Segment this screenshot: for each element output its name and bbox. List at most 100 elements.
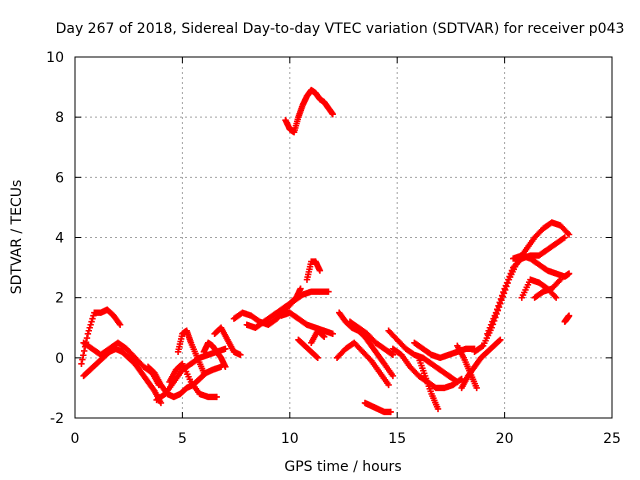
data-point: [363, 330, 378, 345]
data-point: [552, 294, 560, 301]
series-arc-9: [211, 324, 244, 359]
data-point: [419, 354, 434, 367]
series-arc-8: [200, 339, 229, 371]
data-point: [144, 378, 157, 393]
data-point: [295, 315, 309, 328]
data-point: [144, 363, 157, 376]
data-point: [398, 351, 413, 369]
y-tick-label: 10: [46, 50, 64, 66]
data-point: [151, 369, 164, 387]
data-point: [471, 355, 484, 371]
data-point: [123, 345, 138, 360]
data-point: [110, 312, 123, 327]
x-axis-label: GPS time / hours: [284, 459, 401, 475]
y-tick-label: 4: [55, 231, 64, 247]
data-point: [166, 368, 179, 386]
data-point: [314, 327, 327, 340]
data-point: [187, 378, 202, 396]
data-point: [290, 116, 301, 136]
data-point: [329, 110, 336, 118]
x-tick-label: 0: [71, 431, 80, 447]
data-point: [372, 339, 387, 352]
data-point: [99, 349, 112, 362]
data-point: [389, 372, 397, 380]
data-point: [342, 318, 355, 331]
data-point: [329, 330, 336, 337]
data-point: [368, 357, 382, 375]
series-arc-17: [336, 309, 397, 380]
series-arc-12: [278, 309, 336, 337]
data-point: [131, 360, 144, 375]
data-point: [522, 236, 537, 253]
series-arc-29: [509, 252, 573, 280]
data-point: [492, 288, 507, 316]
data-point: [351, 339, 365, 354]
data-point: [565, 270, 573, 277]
data-point: [84, 312, 97, 337]
data-point: [187, 339, 200, 359]
data-point: [157, 399, 165, 407]
series-arc-19: [346, 318, 397, 359]
chart-title: Day 267 of 2018, Sidereal Day-to-day VTE…: [56, 21, 625, 37]
data-point: [557, 222, 572, 237]
data-point: [509, 256, 524, 271]
data-point: [252, 319, 266, 331]
data-point: [260, 313, 275, 325]
series-arc-16: [282, 86, 336, 136]
data-point: [527, 255, 541, 267]
data-point: [131, 354, 146, 369]
data-point: [125, 354, 138, 367]
series-arc-26: [458, 336, 504, 392]
data-point: [548, 277, 563, 292]
data-point: [531, 289, 546, 301]
data-point: [518, 278, 533, 301]
data-point: [361, 333, 374, 348]
x-tick-label: 20: [496, 431, 514, 447]
data-point: [301, 342, 314, 355]
data-point: [561, 234, 568, 241]
data-point: [484, 312, 498, 337]
data-point: [119, 348, 131, 361]
data-point: [200, 369, 208, 377]
data-point: [501, 267, 516, 292]
data-point: [484, 343, 497, 356]
data-point: [104, 306, 116, 319]
y-tick-label: 8: [55, 110, 64, 126]
x-tick-label: 10: [281, 431, 299, 447]
data-point: [336, 309, 348, 324]
data-point: [278, 301, 292, 313]
data-point: [286, 295, 299, 307]
data-point: [385, 381, 392, 389]
x-tick-label: 15: [388, 431, 406, 447]
data-point: [286, 309, 301, 322]
data-point: [411, 339, 425, 352]
x-tick-label: 25: [603, 431, 621, 447]
data-point: [428, 390, 441, 411]
data-point: [172, 361, 185, 374]
series-arc-7: [174, 327, 208, 377]
data-point: [381, 360, 395, 378]
data-point: [389, 345, 404, 358]
axis-ticks: 0 5 10 15 20 25 -2 0 2 4 6 8 10: [46, 50, 621, 447]
series-arc-13: [295, 336, 321, 362]
data-point: [464, 364, 477, 380]
data-point: [477, 349, 490, 362]
data-point: [471, 343, 486, 356]
data-point: [419, 345, 434, 358]
data-point: [325, 288, 332, 295]
series-arc-4: [144, 363, 225, 401]
data-point: [376, 369, 391, 387]
data-point: [490, 337, 503, 349]
data-point: [222, 345, 229, 353]
data-point: [428, 360, 443, 373]
data-point: [449, 376, 464, 389]
data-point: [458, 374, 471, 392]
series-group: [78, 86, 573, 416]
data-point: [557, 276, 564, 283]
data-point: [346, 318, 361, 331]
data-point: [295, 336, 308, 349]
data-point: [402, 345, 417, 358]
data-point: [320, 333, 328, 340]
y-axis-label: SDTVAR / TECUs: [9, 180, 25, 295]
